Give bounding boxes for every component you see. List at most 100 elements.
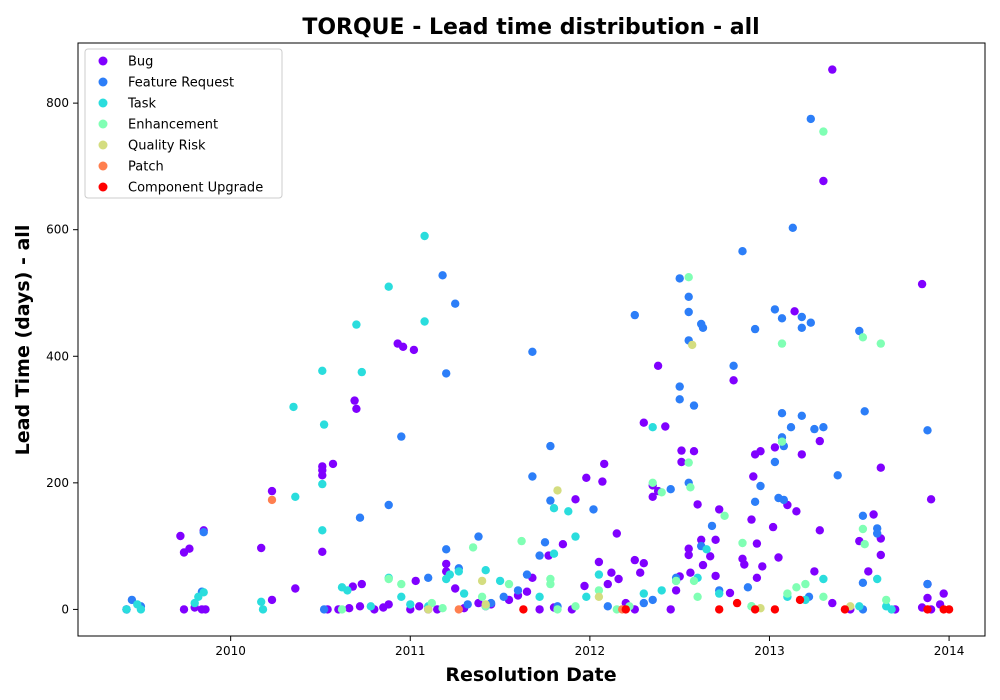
point-enhancement	[657, 488, 666, 497]
x-tick-label: 2014	[934, 644, 965, 658]
point-feature-request	[923, 579, 932, 589]
point-enhancement	[337, 605, 347, 614]
point-bug	[819, 176, 828, 186]
point-enhancement	[858, 524, 868, 534]
x-tick-label: 2012	[575, 644, 606, 658]
point-feature-request	[786, 423, 796, 432]
point-feature-request	[750, 324, 760, 334]
point-quality-risk	[481, 600, 490, 609]
point-bug	[747, 515, 756, 524]
point-feature-request	[777, 409, 787, 418]
point-bug	[752, 573, 762, 582]
point-bug	[774, 553, 783, 562]
point-feature-request	[199, 528, 208, 537]
point-bug	[768, 522, 778, 532]
point-bug	[571, 495, 580, 504]
point-feature-request	[603, 602, 612, 611]
point-bug	[558, 540, 568, 549]
point-bug	[756, 447, 765, 456]
legend-label-quality-risk: Quality Risk	[128, 139, 206, 154]
point-enhancement	[671, 576, 681, 586]
point-task	[352, 320, 361, 329]
x-tick-label: 2010	[215, 644, 246, 658]
point-task	[639, 589, 648, 598]
point-bug	[876, 550, 885, 560]
point-bug	[291, 584, 300, 593]
point-feature-request	[770, 305, 780, 314]
point-enhancement	[876, 339, 885, 348]
legend-label-patch: Patch	[128, 160, 164, 175]
point-feature-request	[770, 457, 780, 467]
point-bug	[535, 605, 544, 614]
point-bug	[677, 457, 686, 467]
point-bug	[758, 562, 767, 571]
point-bug	[607, 568, 616, 577]
point-bug	[864, 567, 873, 576]
point-feature-request	[689, 401, 699, 410]
point-bug	[409, 345, 419, 355]
point-bug	[328, 459, 338, 469]
point-bug	[318, 547, 327, 556]
point-bug	[176, 531, 185, 541]
point-feature-request	[743, 583, 753, 592]
point-task	[459, 589, 469, 598]
point-feature-request	[499, 592, 508, 601]
point-bug	[415, 602, 424, 611]
point-bug	[923, 593, 932, 603]
point-feature-request	[756, 481, 765, 491]
legend-label-enhancement: Enhancement	[128, 118, 218, 133]
point-enhancement	[648, 478, 657, 487]
point-feature-request	[639, 598, 648, 608]
point-task	[549, 549, 559, 558]
point-bug	[689, 447, 699, 456]
point-bug	[828, 598, 837, 608]
point-bug	[706, 552, 715, 561]
point-bug	[639, 559, 648, 568]
point-bug	[355, 602, 365, 611]
point-bug	[442, 559, 451, 569]
point-task	[318, 479, 327, 489]
point-bug	[653, 361, 663, 370]
y-tick-label: 600	[46, 223, 69, 237]
point-bug	[603, 579, 612, 589]
point-enhancement	[517, 536, 526, 546]
legend-label-bug: Bug	[128, 55, 153, 70]
point-bug	[267, 486, 277, 496]
point-component-upgrade	[732, 598, 742, 608]
x-tick-label: 2013	[754, 644, 785, 658]
point-bug	[698, 560, 708, 570]
point-bug	[815, 436, 824, 446]
point-feature-request	[698, 323, 708, 332]
point-enhancement	[546, 579, 555, 589]
point-bug	[711, 535, 720, 544]
point-feature-request	[833, 471, 842, 480]
point-feature-request	[513, 586, 523, 595]
point-quality-risk	[477, 576, 487, 586]
point-feature-request	[738, 247, 747, 256]
point-task	[564, 507, 573, 516]
y-tick-label: 400	[46, 349, 69, 363]
point-feature-request	[648, 595, 657, 605]
point-task	[136, 605, 146, 614]
point-bug	[749, 472, 758, 481]
legend-marker-bug	[98, 56, 108, 66]
point-feature-request	[860, 407, 869, 416]
point-enhancement	[777, 339, 787, 348]
point-feature-request	[546, 441, 555, 451]
legend-label-component-upgrade: Component Upgrade	[128, 181, 263, 196]
point-feature-request	[675, 274, 684, 283]
legend-label-task: Task	[127, 97, 157, 112]
point-bug	[729, 376, 738, 385]
point-enhancement	[801, 579, 810, 589]
point-feature-request	[806, 318, 815, 327]
point-bug	[267, 595, 277, 605]
point-feature-request	[806, 114, 815, 124]
point-bug	[614, 574, 623, 584]
point-task	[420, 317, 429, 326]
point-bug	[612, 529, 621, 538]
point-enhancement	[438, 604, 447, 613]
point-task	[582, 592, 591, 601]
legend-marker-quality-risk	[98, 140, 108, 150]
point-feature-request	[777, 314, 787, 323]
